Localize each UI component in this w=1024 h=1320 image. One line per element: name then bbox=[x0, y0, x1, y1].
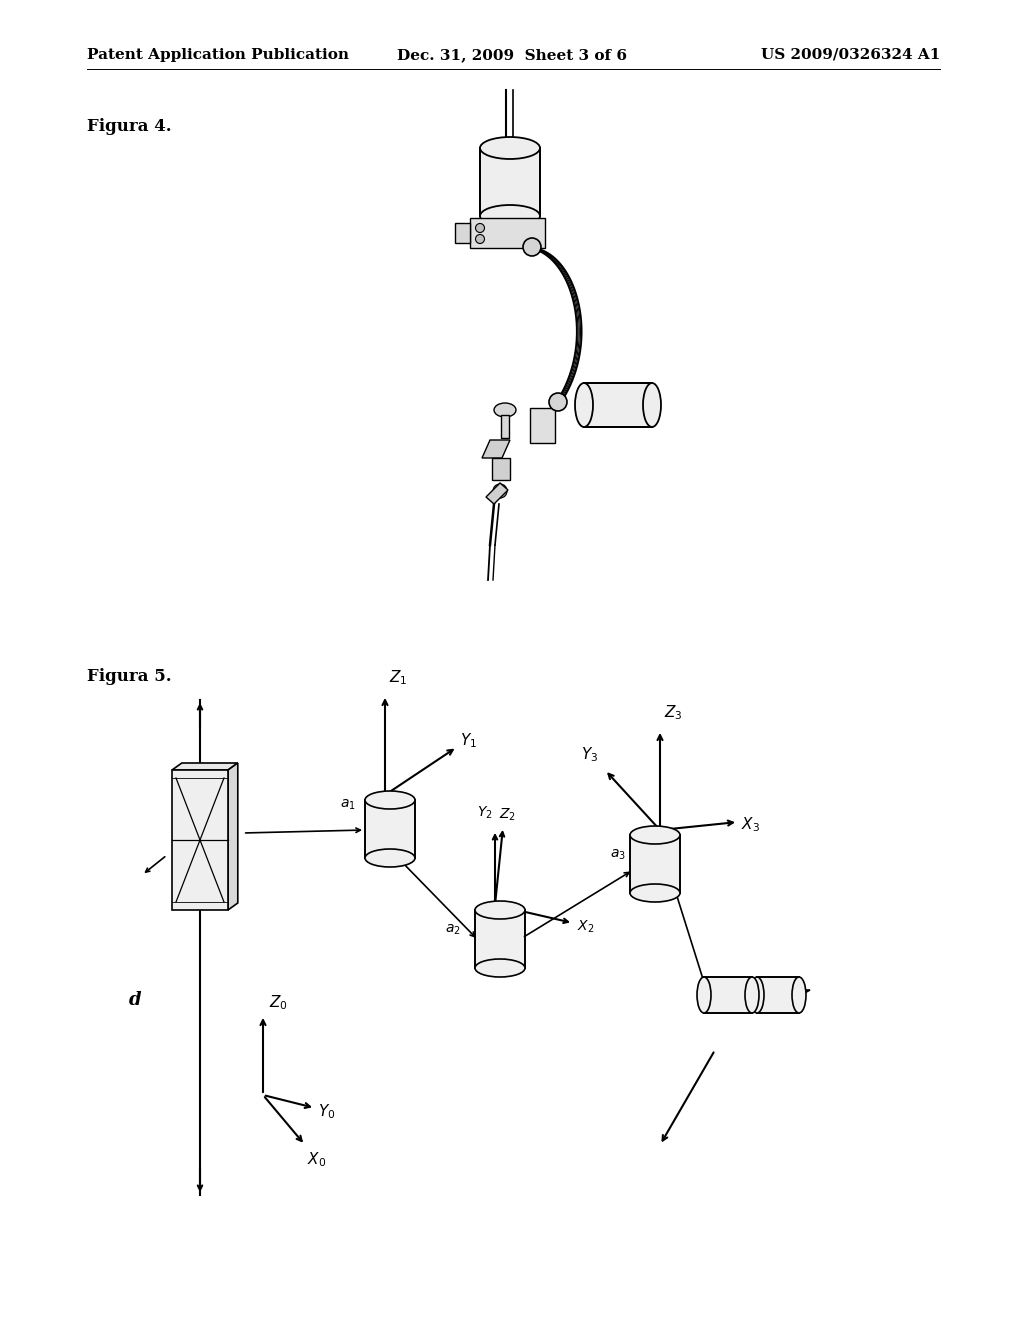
Text: $Z_2$: $Z_2$ bbox=[499, 807, 516, 822]
Text: US 2009/0326324 A1: US 2009/0326324 A1 bbox=[761, 48, 940, 62]
Polygon shape bbox=[492, 458, 510, 480]
Polygon shape bbox=[455, 223, 470, 243]
Ellipse shape bbox=[494, 403, 516, 417]
Ellipse shape bbox=[630, 884, 680, 902]
Polygon shape bbox=[228, 763, 238, 909]
Ellipse shape bbox=[365, 849, 415, 867]
Ellipse shape bbox=[697, 977, 711, 1012]
Text: Figura 5.: Figura 5. bbox=[87, 668, 172, 685]
Ellipse shape bbox=[365, 791, 415, 809]
Polygon shape bbox=[529, 248, 582, 400]
Text: $Y_3$: $Y_3$ bbox=[581, 746, 598, 764]
Circle shape bbox=[475, 223, 484, 232]
Ellipse shape bbox=[792, 977, 806, 1012]
Polygon shape bbox=[584, 383, 652, 426]
Text: $X_2$: $X_2$ bbox=[577, 919, 594, 935]
Polygon shape bbox=[480, 148, 540, 216]
Polygon shape bbox=[757, 977, 799, 1012]
Polygon shape bbox=[475, 909, 525, 968]
Text: $Y_0$: $Y_0$ bbox=[318, 1102, 336, 1122]
Polygon shape bbox=[630, 836, 680, 894]
Ellipse shape bbox=[750, 977, 764, 1012]
Text: B: B bbox=[516, 228, 524, 239]
Text: $Z_3$: $Z_3$ bbox=[664, 704, 683, 722]
Text: $a_1$: $a_1$ bbox=[340, 797, 355, 812]
Polygon shape bbox=[365, 800, 415, 858]
Polygon shape bbox=[486, 483, 508, 504]
Text: $a_3$: $a_3$ bbox=[610, 847, 626, 862]
Text: $a_2$: $a_2$ bbox=[445, 923, 461, 937]
Text: $Y_1$: $Y_1$ bbox=[460, 731, 477, 750]
Text: Dec. 31, 2009  Sheet 3 of 6: Dec. 31, 2009 Sheet 3 of 6 bbox=[397, 48, 627, 62]
Text: d: d bbox=[129, 991, 141, 1008]
Ellipse shape bbox=[480, 137, 540, 158]
Text: Figura 4.: Figura 4. bbox=[87, 117, 172, 135]
Polygon shape bbox=[501, 414, 509, 438]
Ellipse shape bbox=[643, 383, 662, 426]
Circle shape bbox=[549, 393, 567, 411]
Polygon shape bbox=[470, 218, 545, 248]
Text: $X_0$: $X_0$ bbox=[307, 1150, 327, 1168]
Ellipse shape bbox=[475, 960, 525, 977]
Polygon shape bbox=[530, 408, 555, 444]
Polygon shape bbox=[705, 977, 752, 1012]
Text: $X_3$: $X_3$ bbox=[741, 816, 760, 834]
Ellipse shape bbox=[630, 826, 680, 843]
Circle shape bbox=[475, 235, 484, 243]
Ellipse shape bbox=[745, 977, 759, 1012]
Ellipse shape bbox=[575, 383, 593, 426]
Polygon shape bbox=[708, 990, 810, 1001]
Text: $Z_1$: $Z_1$ bbox=[389, 668, 408, 686]
Text: $Y_2$: $Y_2$ bbox=[477, 805, 493, 821]
Text: $Z_0$: $Z_0$ bbox=[269, 993, 288, 1012]
Ellipse shape bbox=[475, 902, 525, 919]
Text: Patent Application Publication: Patent Application Publication bbox=[87, 48, 349, 62]
Circle shape bbox=[523, 238, 541, 256]
Polygon shape bbox=[482, 440, 510, 458]
Ellipse shape bbox=[480, 205, 540, 227]
Polygon shape bbox=[172, 763, 238, 770]
Circle shape bbox=[493, 484, 507, 498]
Polygon shape bbox=[172, 770, 228, 909]
